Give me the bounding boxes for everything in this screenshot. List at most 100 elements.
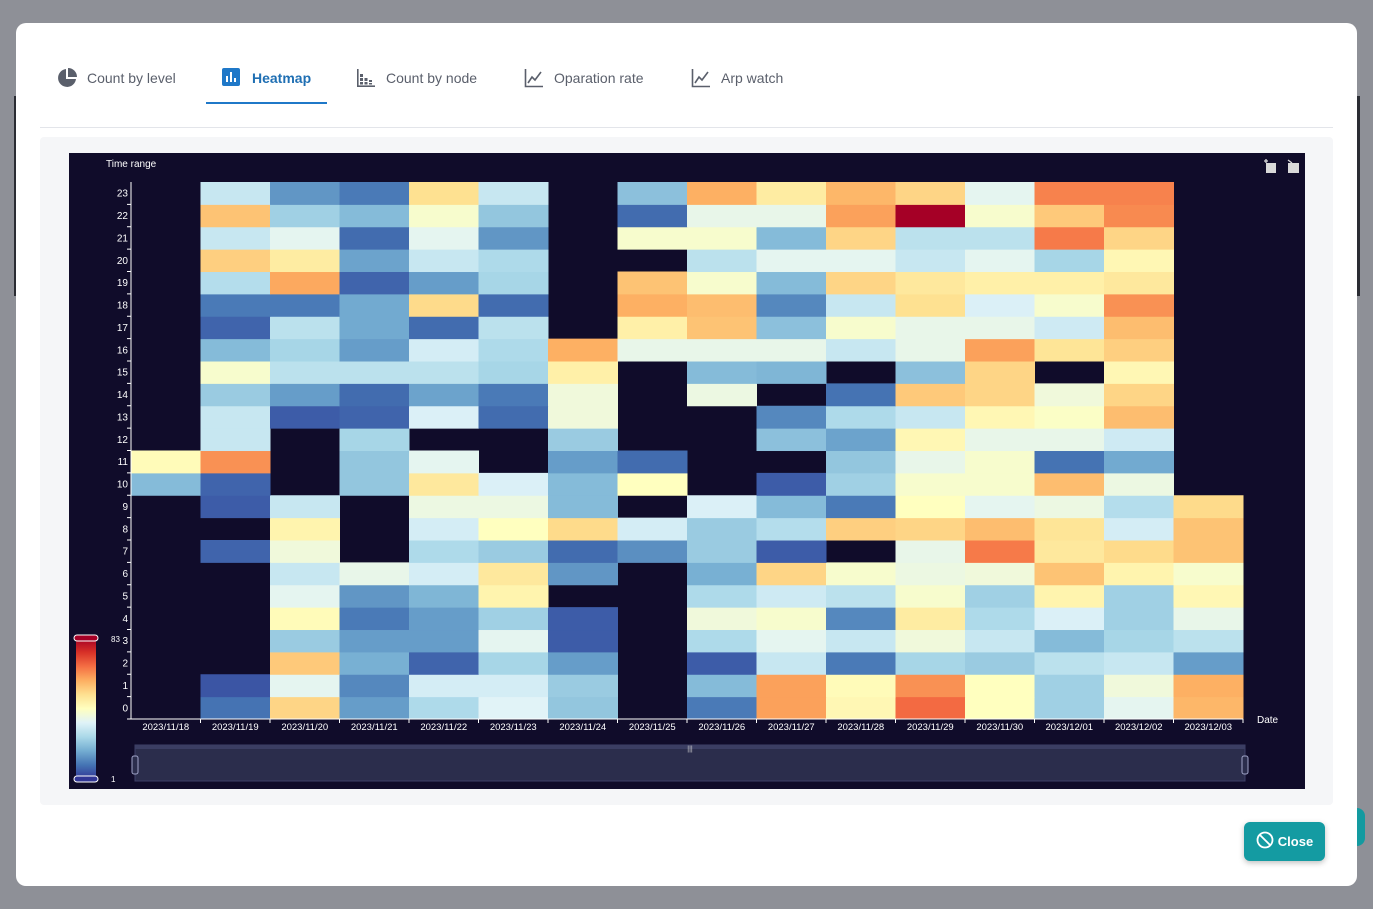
heatmap-cell[interactable] bbox=[339, 249, 410, 273]
heatmap-cell[interactable] bbox=[1034, 338, 1105, 362]
heatmap-cell[interactable] bbox=[131, 450, 201, 474]
heatmap-cell[interactable] bbox=[1104, 226, 1174, 250]
heatmap-cell[interactable] bbox=[756, 696, 827, 720]
heatmap-cell[interactable] bbox=[1104, 495, 1174, 519]
heatmap-cell[interactable] bbox=[200, 293, 271, 317]
heatmap-cell[interactable] bbox=[1034, 204, 1105, 228]
heatmap-cell[interactable] bbox=[756, 472, 827, 496]
heatmap-cell[interactable] bbox=[478, 405, 549, 429]
heatmap-cell[interactable] bbox=[548, 651, 618, 675]
heatmap-cell[interactable] bbox=[409, 495, 479, 519]
heatmap-cell[interactable] bbox=[478, 383, 549, 407]
heatmap-cell[interactable] bbox=[409, 293, 479, 317]
heatmap-cell[interactable] bbox=[895, 472, 966, 496]
heatmap-cell[interactable] bbox=[1034, 629, 1105, 653]
heatmap-cell[interactable] bbox=[548, 338, 618, 362]
heatmap-cell[interactable] bbox=[687, 651, 757, 675]
heatmap-cell[interactable] bbox=[756, 540, 827, 563]
heatmap-cell[interactable] bbox=[270, 316, 340, 340]
heatmap-cell[interactable] bbox=[478, 607, 549, 631]
heatmap-cell[interactable] bbox=[965, 226, 1035, 250]
heatmap-cell[interactable] bbox=[339, 361, 410, 384]
heatmap-cell[interactable] bbox=[478, 696, 549, 720]
heatmap-cell[interactable] bbox=[895, 562, 966, 586]
heatmap-cell[interactable] bbox=[339, 607, 410, 631]
heatmap-cell[interactable] bbox=[965, 472, 1035, 496]
heatmap-cell[interactable] bbox=[826, 584, 896, 608]
heatmap-cell[interactable] bbox=[409, 629, 479, 653]
heatmap-cell[interactable] bbox=[617, 226, 688, 250]
heatmap-cell[interactable] bbox=[1173, 607, 1244, 631]
heatmap-cell[interactable] bbox=[1034, 316, 1105, 340]
tab-arp-watch[interactable]: Arp watch bbox=[691, 53, 783, 103]
heatmap-cell[interactable] bbox=[200, 540, 271, 563]
heatmap-cell[interactable] bbox=[1104, 293, 1174, 317]
heatmap-cell[interactable] bbox=[826, 428, 896, 452]
heatmap-cell[interactable] bbox=[687, 249, 757, 273]
heatmap-cell[interactable] bbox=[965, 450, 1035, 474]
heatmap-cell[interactable] bbox=[200, 383, 271, 407]
heatmap-cell[interactable] bbox=[756, 651, 827, 675]
heatmap-cell[interactable] bbox=[965, 495, 1035, 519]
heatmap-cell[interactable] bbox=[548, 517, 618, 541]
heatmap-cell[interactable] bbox=[1104, 182, 1174, 205]
visual-map[interactable]: 83 1 bbox=[73, 634, 120, 784]
heatmap-cell[interactable] bbox=[617, 271, 688, 295]
heatmap-cell[interactable] bbox=[826, 562, 896, 586]
heatmap-cell[interactable] bbox=[756, 204, 827, 228]
heatmap-cell[interactable] bbox=[270, 607, 340, 631]
heatmap-cell[interactable] bbox=[1104, 405, 1174, 429]
heatmap-cell[interactable] bbox=[339, 383, 410, 407]
tab-count-by-level[interactable]: Count by level bbox=[57, 53, 176, 103]
heatmap-cell[interactable] bbox=[339, 428, 410, 452]
heatmap-cell[interactable] bbox=[756, 361, 827, 384]
heatmap-cell[interactable] bbox=[965, 316, 1035, 340]
heatmap-cell[interactable] bbox=[270, 249, 340, 273]
heatmap-cell[interactable] bbox=[200, 338, 271, 362]
heatmap-cell[interactable] bbox=[339, 629, 410, 653]
heatmap-cell[interactable] bbox=[895, 226, 966, 250]
heatmap-cell[interactable] bbox=[339, 562, 410, 586]
heatmap-cell[interactable] bbox=[895, 182, 966, 205]
heatmap-cell[interactable] bbox=[1034, 472, 1105, 496]
heatmap-cell[interactable] bbox=[339, 674, 410, 698]
heatmap-cell[interactable] bbox=[617, 338, 688, 362]
heatmap-cell[interactable] bbox=[1034, 540, 1105, 563]
heatmap-cell[interactable] bbox=[895, 517, 966, 541]
reset-zoom-icon[interactable] bbox=[1287, 159, 1299, 173]
heatmap-cell[interactable] bbox=[339, 204, 410, 228]
heatmap-cell[interactable] bbox=[965, 405, 1035, 429]
data-zoom-slider[interactable]: ||| bbox=[131, 744, 1249, 782]
heatmap-cell[interactable] bbox=[339, 226, 410, 250]
heatmap-cell[interactable] bbox=[1034, 226, 1105, 250]
tab-count-by-node[interactable]: Count by node bbox=[356, 53, 477, 103]
heatmap-cell[interactable] bbox=[756, 584, 827, 608]
heatmap-cell[interactable] bbox=[826, 383, 896, 407]
heatmap-cell[interactable] bbox=[826, 405, 896, 429]
heatmap-cell[interactable] bbox=[409, 472, 479, 496]
heatmap-cell[interactable] bbox=[687, 293, 757, 317]
heatmap-cell[interactable] bbox=[548, 607, 618, 631]
heatmap-cell[interactable] bbox=[756, 316, 827, 340]
heatmap-cell[interactable] bbox=[687, 674, 757, 698]
heatmap-cell[interactable] bbox=[895, 271, 966, 295]
heatmap-cell[interactable] bbox=[1173, 674, 1244, 698]
heatmap-cell[interactable] bbox=[270, 674, 340, 698]
heatmap-cell[interactable] bbox=[895, 249, 966, 273]
heatmap-cell[interactable] bbox=[270, 405, 340, 429]
heatmap-cell[interactable] bbox=[1104, 584, 1174, 608]
heatmap-cell[interactable] bbox=[339, 293, 410, 317]
heatmap-cell[interactable] bbox=[409, 249, 479, 273]
heatmap-cell[interactable] bbox=[200, 249, 271, 273]
heatmap-cell[interactable] bbox=[895, 428, 966, 452]
heatmap-cell[interactable] bbox=[826, 651, 896, 675]
heatmap-cell[interactable] bbox=[478, 271, 549, 295]
heatmap-cell[interactable] bbox=[270, 271, 340, 295]
slider-grip-icon[interactable]: ||| bbox=[687, 746, 693, 753]
heatmap-cell[interactable] bbox=[478, 517, 549, 541]
heatmap-cell[interactable] bbox=[756, 562, 827, 586]
heatmap-cell[interactable] bbox=[965, 293, 1035, 317]
heatmap-cell[interactable] bbox=[200, 674, 271, 698]
heatmap-cell[interactable] bbox=[756, 607, 827, 631]
heatmap-cell[interactable] bbox=[895, 607, 966, 631]
